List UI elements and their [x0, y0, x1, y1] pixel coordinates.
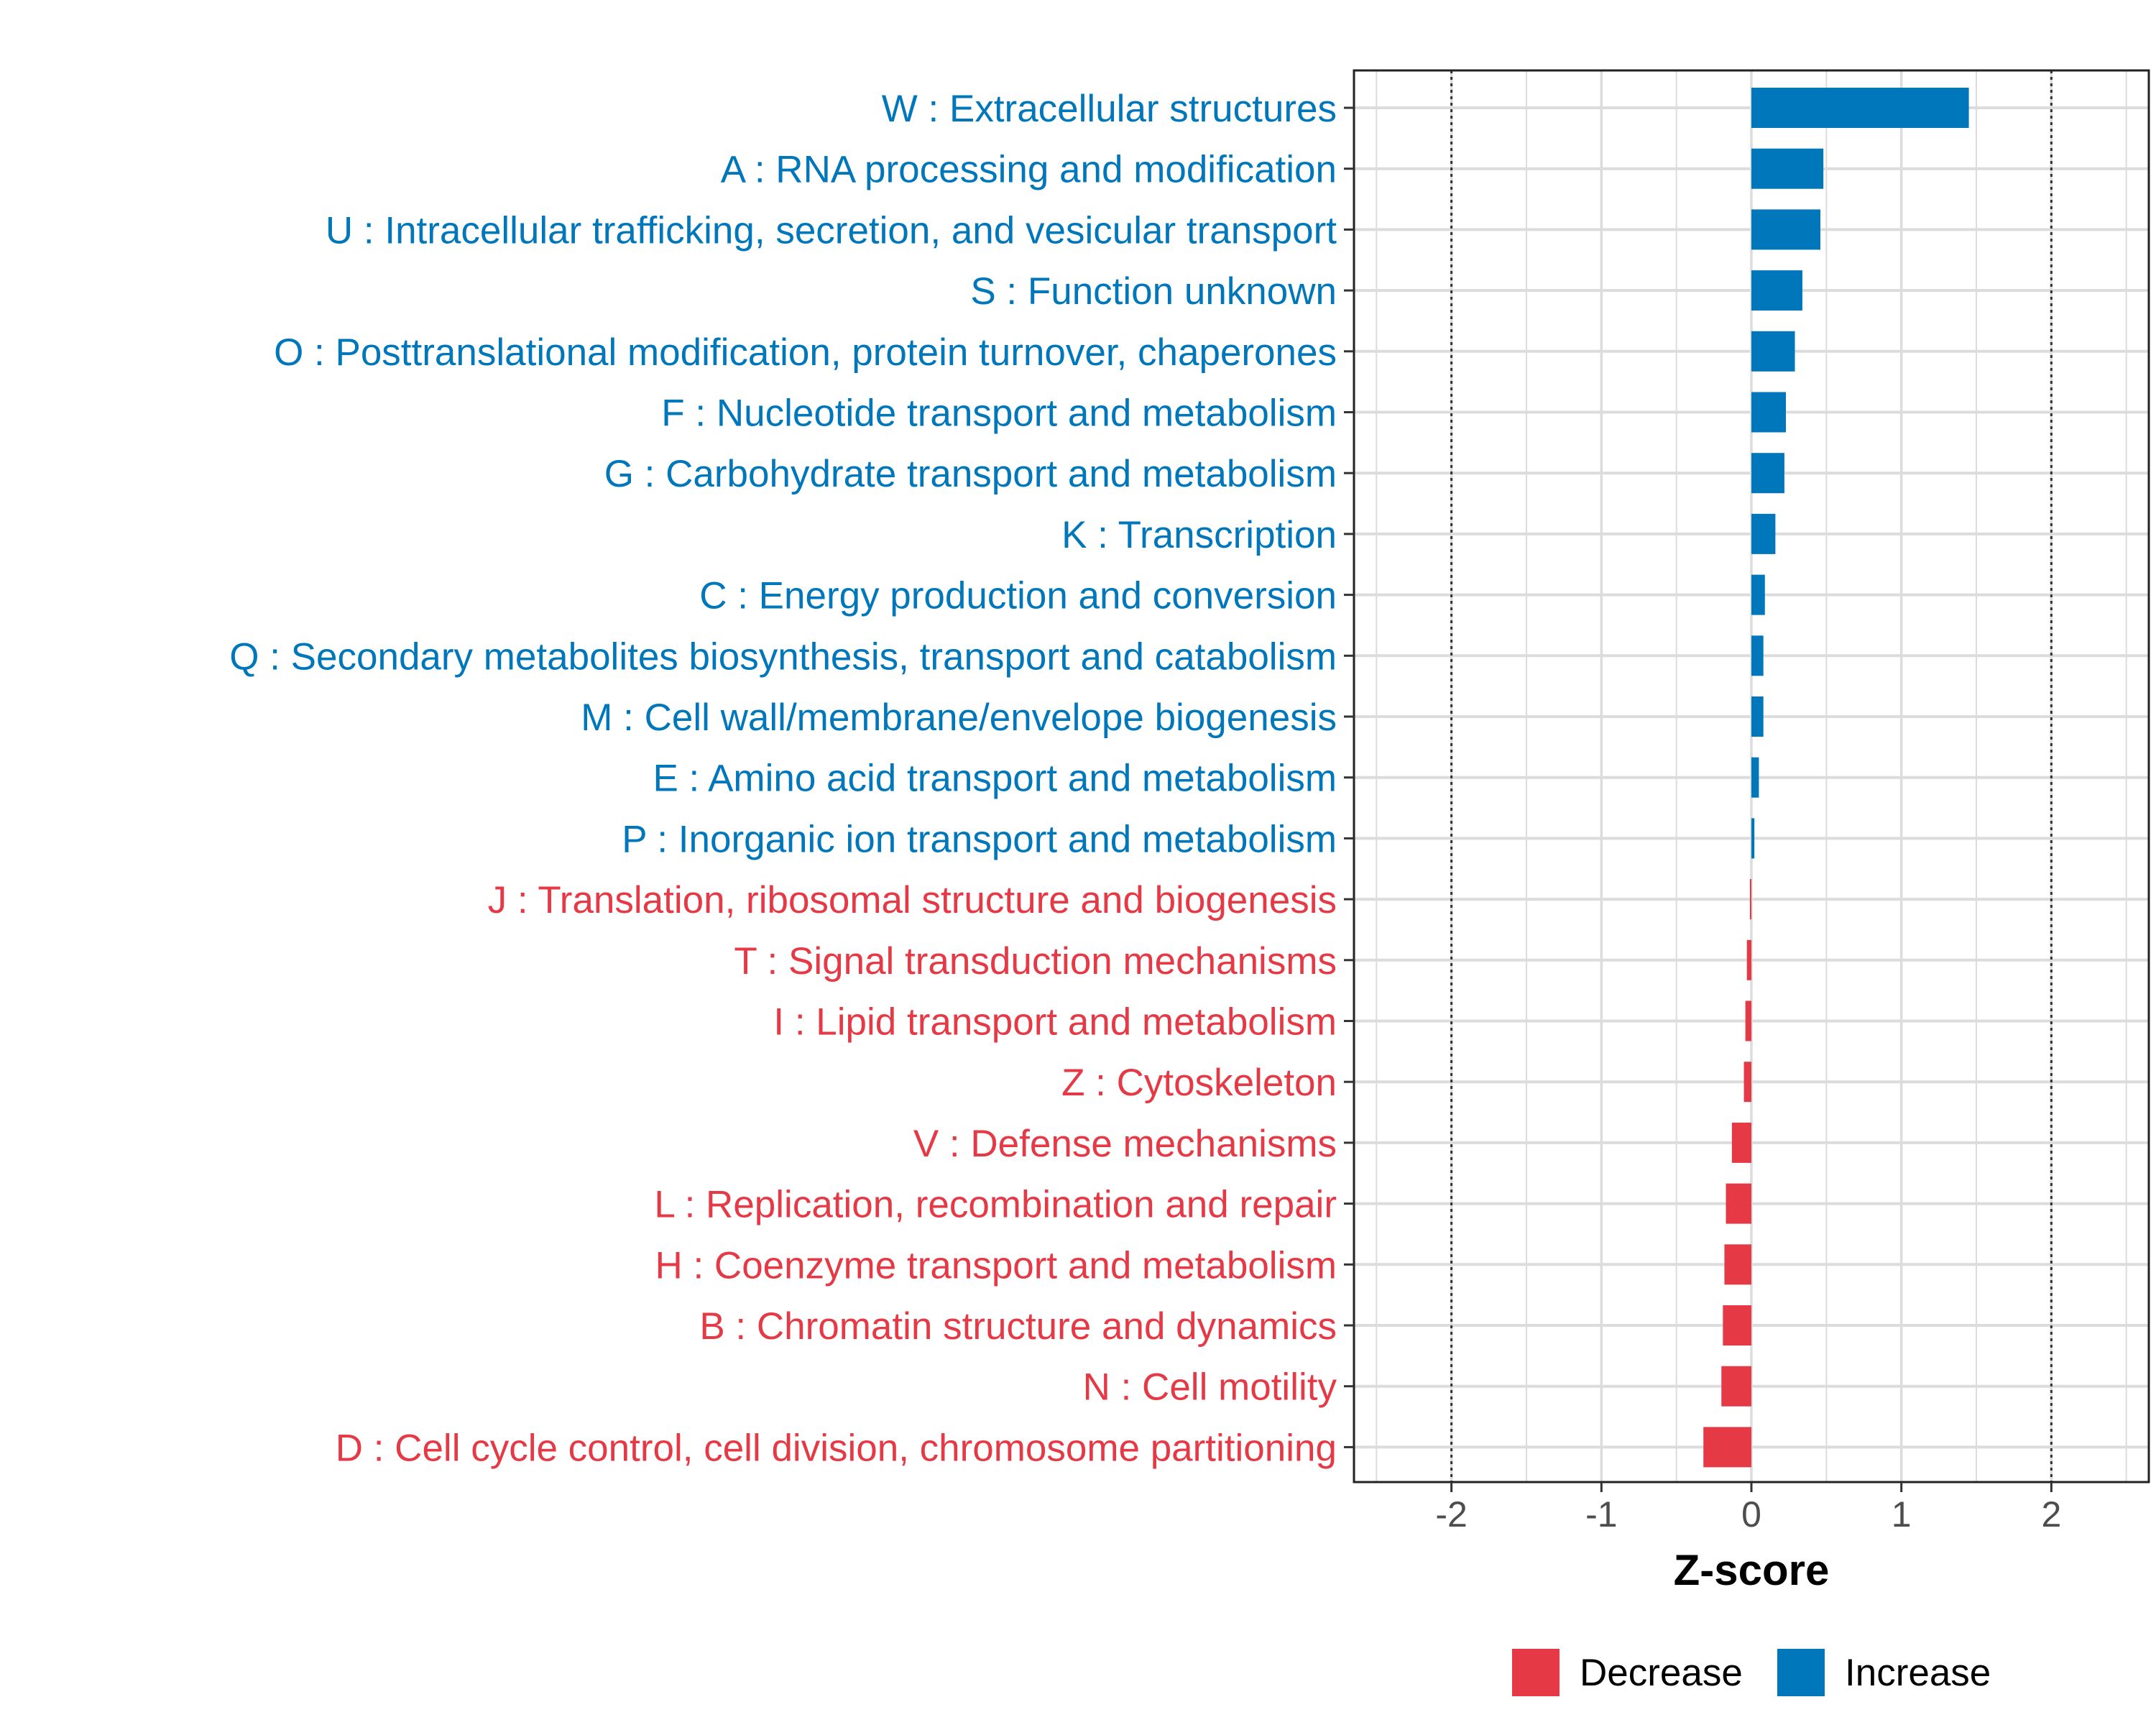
bar [1751, 574, 1765, 615]
bar [1751, 635, 1764, 676]
y-tick-label: I : Lipid transport and metabolism [773, 1001, 1337, 1044]
bars [1703, 88, 1969, 1468]
bar [1743, 1062, 1751, 1103]
x-tick-label: 2 [2041, 1494, 2061, 1535]
bar [1721, 1366, 1751, 1407]
y-tick-label: B : Chromatin structure and dynamics [699, 1305, 1337, 1348]
y-axis-labels: W : Extracellular structures A : RNA proc… [229, 88, 1354, 1469]
x-tick-label: 1 [1892, 1494, 1912, 1535]
legend-label: Decrease [1580, 1652, 1743, 1694]
bar [1751, 331, 1795, 372]
bar [1703, 1427, 1751, 1468]
y-tick-label: N : Cell motility [1083, 1366, 1337, 1409]
x-axis-ticks: -2 -1 0 1 2 [1435, 1482, 2061, 1535]
bar [1751, 818, 1755, 859]
y-tick-label: H : Coenzyme transport and metabolism [655, 1244, 1337, 1287]
bar [1751, 513, 1776, 554]
bar [1745, 1000, 1751, 1041]
x-tick-label: -2 [1435, 1494, 1467, 1535]
y-tick-label: Z : Cytoskeleton [1061, 1062, 1337, 1104]
bar [1746, 939, 1751, 980]
bar [1751, 392, 1786, 433]
y-tick-label: J : Translation, ribosomal structure and… [488, 879, 1337, 921]
y-tick-label: S : Function unknown [970, 270, 1337, 313]
bar [1749, 879, 1751, 920]
y-tick-label: M : Cell wall/membrane/envelope biogenes… [581, 696, 1337, 739]
y-tick-label: K : Transcription [1061, 514, 1337, 556]
legend: Decrease Increase [1512, 1649, 1991, 1696]
bar [1723, 1305, 1751, 1346]
legend-label: Increase [1845, 1652, 1991, 1694]
y-tick-label: T : Signal transduction mechanisms [734, 940, 1337, 983]
bar [1751, 270, 1802, 311]
bar [1751, 209, 1820, 250]
x-axis-title: Z-score [1674, 1546, 1830, 1594]
y-tick-label: Q : Secondary metabolites biosynthesis, … [229, 635, 1337, 678]
legend-swatch [1777, 1649, 1825, 1696]
y-tick-label: D : Cell cycle control, cell division, c… [336, 1427, 1337, 1469]
bar [1751, 88, 1969, 128]
y-tick-label: F : Nucleotide transport and metabolism [661, 392, 1337, 435]
y-tick-label: C : Energy production and conversion [699, 575, 1337, 617]
bar [1726, 1183, 1751, 1224]
y-tick-label: U : Intracellular trafficking, secretion… [326, 209, 1337, 252]
bar [1751, 696, 1764, 737]
y-tick-label: L : Replication, recombination and repai… [654, 1184, 1337, 1226]
y-tick-label: G : Carbohydrate transport and metabolis… [604, 453, 1337, 495]
y-tick-label: A : RNA processing and modification [721, 149, 1337, 191]
y-tick-label: V : Defense mechanisms [913, 1123, 1337, 1165]
x-tick-label: 0 [1741, 1494, 1761, 1535]
legend-swatch [1512, 1649, 1560, 1696]
bar [1751, 453, 1784, 494]
bar [1724, 1244, 1751, 1285]
y-tick-label: O : Posttranslational modification, prot… [274, 331, 1337, 374]
bar [1751, 148, 1824, 189]
bar [1731, 1122, 1751, 1163]
bar [1751, 757, 1759, 798]
y-tick-label: P : Inorganic ion transport and metaboli… [622, 818, 1337, 860]
y-tick-label: E : Amino acid transport and metabolism [653, 758, 1337, 800]
x-tick-label: -1 [1585, 1494, 1617, 1535]
y-tick-label: W : Extracellular structures [882, 88, 1337, 130]
